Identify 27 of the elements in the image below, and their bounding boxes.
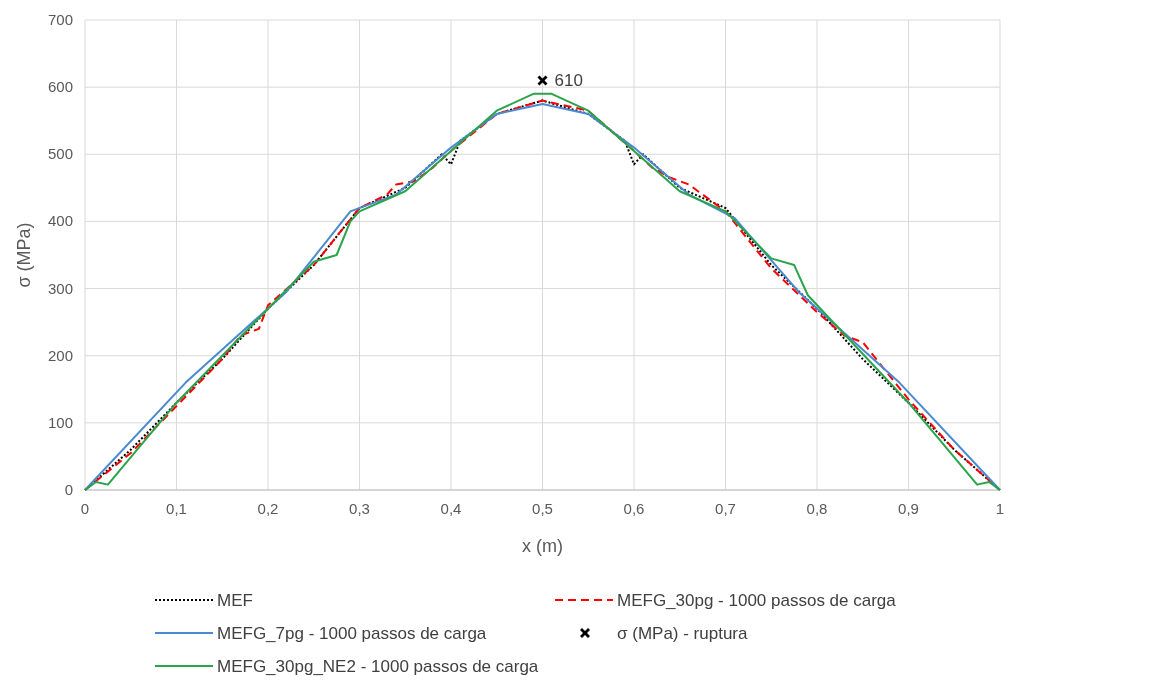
legend-label: MEF: [217, 591, 253, 610]
x-tick-label: 0,1: [166, 500, 187, 517]
x-tick-label: 1: [995, 500, 1005, 517]
legend-label: σ (MPa) - ruptura: [617, 624, 749, 643]
x-tick-label: 0,7: [715, 500, 736, 517]
x-tick-label: 0,5: [532, 500, 553, 517]
y-tick-label: 500: [47, 145, 73, 163]
x-axis-title: x (m): [522, 536, 563, 556]
legend-label: MEFG_30pg - 1000 passos de carga: [617, 591, 897, 610]
x-tick-label: 0: [80, 500, 90, 517]
legend-label: MEFG_7pg - 1000 passos de carga: [217, 624, 487, 643]
y-tick-label: 600: [47, 78, 73, 96]
x-tick-label: 0,3: [349, 500, 370, 517]
y-tick-label: 100: [47, 413, 73, 431]
y-tick-label: 700: [47, 11, 73, 28]
legend-label: MEFG_30pg_NE2 - 1000 passos de carga: [217, 657, 539, 676]
x-tick-label: 0,2: [257, 500, 279, 517]
y-tick-label: 0: [64, 481, 73, 498]
x-tick-label: 0,9: [898, 500, 919, 517]
x-tick-label: 0,4: [440, 500, 462, 517]
y-tick-label: 300: [47, 279, 73, 297]
y-tick-label: 400: [47, 212, 73, 230]
y-axis-title: σ (MPa): [14, 222, 34, 288]
x-tick-label: 0,8: [806, 500, 828, 517]
y-tick-label: 200: [47, 346, 73, 364]
x-tick-label: 0,6: [623, 500, 645, 517]
data-label: 610: [554, 71, 583, 91]
